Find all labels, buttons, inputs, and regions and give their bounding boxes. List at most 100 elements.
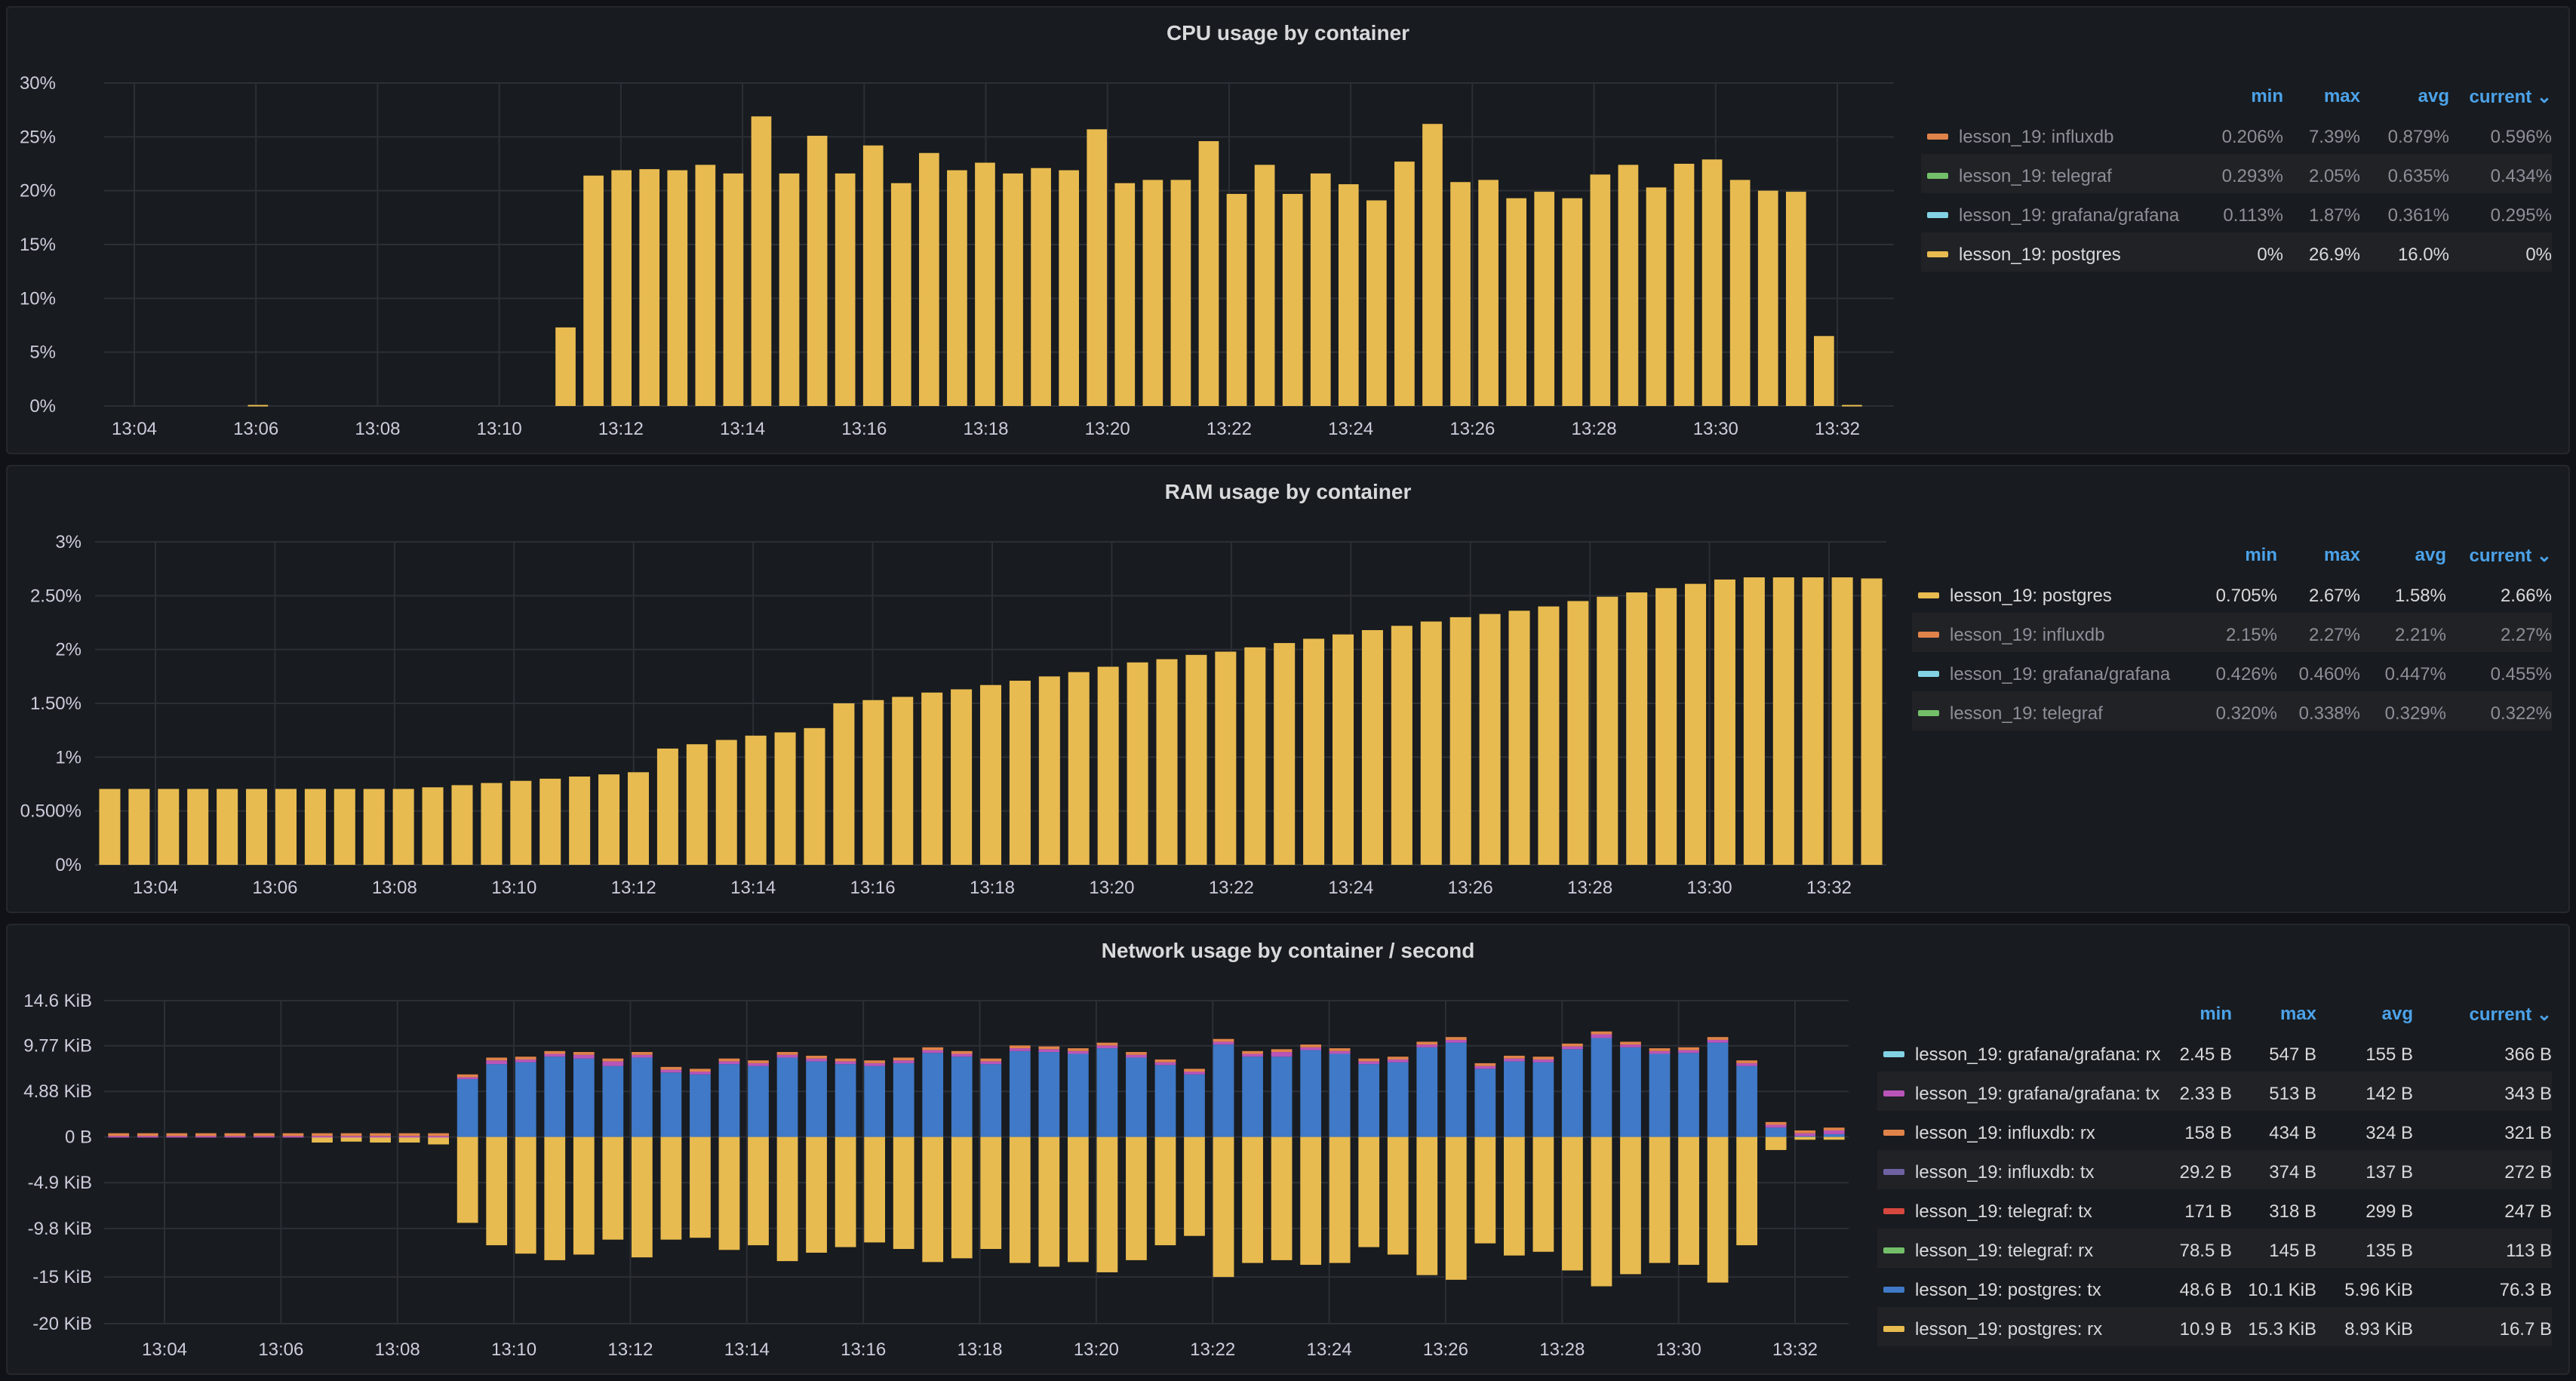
legend-row[interactable]: lesson_19: telegraf: rx 78.5 B 145 B 135 B 1… [1877,1229,2552,1268]
series-color-swatch[interactable] [1883,1208,1904,1214]
network-chart[interactable]: -20 KiB -15 KiB -9.8 KiB -4.9 KiB 0 B 4.88 Ki… [8,925,1864,1376]
legend-row[interactable]: lesson_19: postgres: tx 48.6 B 10.1 KiB 5.9… [1877,1268,2552,1307]
bar [715,740,737,865]
legend-series-name[interactable]: lesson_19: grafana/grafana: tx [1915,1084,2160,1104]
bar [1126,1057,1147,1137]
legend-row[interactable]: lesson_19: postgres 0.705% 2.67% 1.58% 2.66% [1912,574,2552,613]
bar [862,145,884,406]
series-color-swatch[interactable] [1883,1130,1904,1136]
bar [922,1050,944,1053]
legend-series-name[interactable]: lesson_19: telegraf [1959,166,2112,186]
cpu-panel-title[interactable]: CPU usage by container [1166,21,1410,45]
legend-col-current[interactable]: current ⌄ [2469,87,2552,107]
legend-row[interactable]: lesson_19: influxdb 0.206% 7.39% 0.879% 0.59… [1921,115,2552,154]
series-color-swatch[interactable] [1918,592,1939,598]
legend-series-name[interactable]: lesson_19: grafana/grafana [1950,664,2171,684]
bar [1445,1136,1467,1280]
bar [1067,1050,1089,1054]
y-tick-label: 1% [55,747,81,767]
network-panel-title[interactable]: Network usage by container / second [1101,939,1475,962]
legend-series-name[interactable]: lesson_19: grafana/grafana: rx [1915,1044,2161,1065]
bar [751,116,772,406]
series-color-swatch[interactable] [1883,1326,1904,1332]
legend-value-avg: 0.447% [2384,664,2446,684]
legend-series-name[interactable]: lesson_19: influxdb [1950,625,2105,645]
legend-row[interactable]: lesson_19: postgres: rx 10.9 B 15.3 KiB 8.9… [1877,1307,2552,1346]
ram-panel-title[interactable]: RAM usage by container [1164,480,1412,503]
legend-col-min[interactable]: min [2251,86,2283,106]
legend-row[interactable]: lesson_19: telegraf: tx 171 B 318 B 299 B 24… [1877,1189,2552,1229]
bar [224,1136,246,1138]
bar [602,1061,624,1066]
legend-row[interactable]: lesson_19: grafana/grafana: tx 2.33 B 513 … [1877,1072,2552,1111]
legend-value-avg: 0.329% [2384,703,2446,724]
legend-col-max[interactable]: max [2323,86,2360,106]
series-color-swatch[interactable] [1883,1169,1904,1175]
series-color-swatch[interactable] [1927,173,1948,179]
legend-row[interactable]: lesson_19: telegraf 0.293% 2.05% 0.635% 0.43… [1921,154,2552,193]
legend-series-name[interactable]: lesson_19: grafana/grafana [1959,205,2180,226]
series-color-swatch[interactable] [1883,1051,1904,1057]
bar [1618,165,1639,406]
bar [1649,1048,1671,1051]
x-tick-label: 13:28 [1572,419,1617,439]
legend-series-name[interactable]: lesson_19: postgres: tx [1915,1280,2101,1300]
legend-series-name[interactable]: lesson_19: telegraf: rx [1915,1241,2094,1261]
cpu-chart[interactable]: 0% 5% 10% 15% 20% 25% 30% 13:04 13:06 13:08 13:10 1… [8,8,1909,456]
bar [1185,654,1207,865]
legend-row[interactable]: lesson_19: grafana/grafana 0.426% 0.460% 0.… [1912,652,2552,691]
legend-row[interactable]: lesson_19: influxdb 2.15% 2.27% 2.21% 2.27% [1912,613,2552,652]
legend-series-name[interactable]: lesson_19: postgres: rx [1915,1319,2103,1339]
bar [1067,1053,1089,1137]
series-color-swatch[interactable] [1918,632,1939,638]
legend-row[interactable]: lesson_19: grafana/grafana 0.113% 1.87% 0.3… [1921,193,2552,232]
bar [456,1074,478,1078]
bar [1127,662,1148,865]
series-color-swatch[interactable] [1883,1247,1904,1253]
bar [1068,672,1090,865]
legend-col-min[interactable]: min [2245,545,2277,565]
series-color-swatch[interactable] [1927,212,1948,218]
legend-series-name[interactable]: lesson_19: influxdb: tx [1915,1162,2095,1183]
legend-col-avg[interactable]: avg [2415,545,2446,565]
ram-chart[interactable]: 0% 0.500% 1% 1.50% 2% 2.50% 3% 13:04 13:06 13:08 1… [8,466,1901,915]
bar [1591,1031,1612,1035]
legend-series-name[interactable]: lesson_19: influxdb [1959,127,2114,147]
legend-row[interactable]: lesson_19: influxdb: tx 29.2 B 374 B 137 B 2… [1877,1150,2552,1189]
legend-series-name[interactable]: lesson_19: influxdb: rx [1915,1123,2095,1143]
legend-row[interactable]: lesson_19: influxdb: rx 158 B 434 B 324 B 32… [1877,1111,2552,1150]
legend-series-name[interactable]: lesson_19: postgres [1959,245,2121,265]
legend-series-name[interactable]: lesson_19: postgres [1950,586,2112,606]
legend-col-max[interactable]: max [2323,545,2360,565]
legend-series-name[interactable]: lesson_19: telegraf [1950,703,2103,724]
series-color-swatch[interactable] [1927,251,1948,257]
legend-col-avg[interactable]: avg [2381,1004,2413,1024]
bar [1626,592,1648,865]
bar [1678,1136,1699,1266]
bar [631,1054,653,1058]
legend-col-current[interactable]: current ⌄ [2469,1004,2552,1025]
x-tick-label: 13:30 [1687,878,1732,898]
legend-series-name[interactable]: lesson_19: telegraf: tx [1915,1201,2092,1222]
legend-col-avg[interactable]: avg [2418,86,2449,106]
legend-value-avg: 2.21% [2394,625,2446,645]
bar [1532,1057,1554,1060]
legend-row[interactable]: lesson_19: grafana/grafana: rx 2.45 B 547 … [1877,1032,2552,1072]
bar [1794,1130,1816,1133]
legend-col-max[interactable]: max [2279,1004,2316,1024]
series-color-swatch[interactable] [1883,1090,1904,1096]
series-color-swatch[interactable] [1927,134,1948,140]
x-tick-label: 13:08 [375,1339,420,1360]
y-tick-label: 0% [55,855,81,875]
legend-row[interactable]: lesson_19: telegraf 0.320% 0.338% 0.329% 0.3… [1912,691,2552,730]
x-tick-label: 13:22 [1207,419,1252,439]
bar [776,1136,798,1262]
series-color-swatch[interactable] [1918,671,1939,677]
legend-col-min[interactable]: min [2199,1004,2232,1024]
bar [893,1136,915,1250]
legend-row[interactable]: lesson_19: postgres 0% 26.9% 16.0% 0% [1921,232,2552,272]
series-color-swatch[interactable] [1918,710,1939,716]
legend-value-max: 1.87% [2308,205,2360,226]
legend-col-current[interactable]: current ⌄ [2469,546,2552,566]
series-color-swatch[interactable] [1883,1287,1904,1293]
